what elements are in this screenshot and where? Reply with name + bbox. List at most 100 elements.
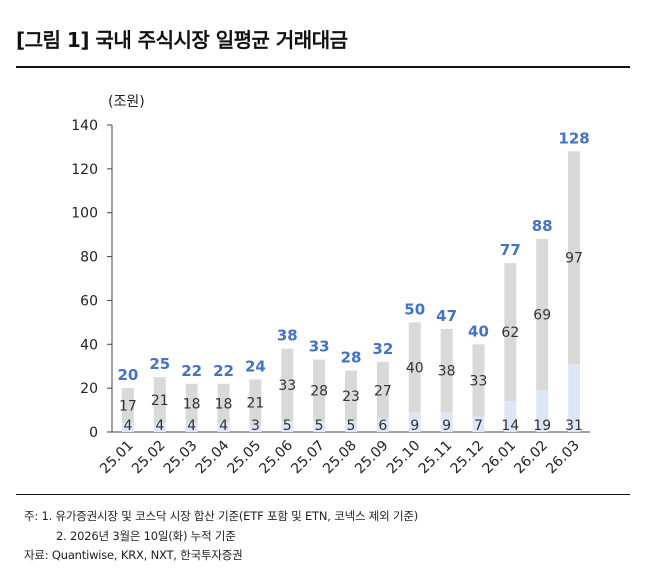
- bar-bottom-value-label: 9: [442, 418, 451, 434]
- x-category-label: 25.04: [193, 437, 233, 477]
- y-tick-label: 140: [71, 118, 98, 134]
- x-category-label: 25.07: [288, 438, 328, 478]
- x-category-label: 25.05: [225, 438, 265, 478]
- bar-total-label: 38: [277, 327, 298, 345]
- bar-total-label: 88: [532, 217, 553, 235]
- x-category-label: 25.03: [161, 438, 201, 478]
- x-category-label: 25.09: [352, 438, 392, 478]
- bar-segment-top: [536, 239, 549, 391]
- bar-bottom-value-label: 5: [283, 418, 292, 434]
- bar-segment-top: [313, 359, 326, 422]
- bar-total-label: 28: [341, 349, 362, 367]
- bar-top-value-label: 18: [183, 396, 201, 412]
- bar-top-value-label: 17: [119, 399, 137, 415]
- bar-segment-bottom: [121, 423, 134, 432]
- bar-bottom-value-label: 9: [410, 418, 419, 434]
- bar-total-label: 128: [558, 129, 589, 147]
- x-category-label: 25.08: [320, 438, 360, 478]
- bar-segment-bottom: [472, 416, 485, 432]
- x-category-label: 26.03: [543, 438, 583, 478]
- bar-top-value-label: 27: [374, 383, 392, 399]
- bar-segment-top: [249, 379, 262, 426]
- bar-segment-bottom: [153, 423, 166, 432]
- y-tick-label: 80: [80, 250, 98, 266]
- bar-segment-bottom: [313, 421, 326, 432]
- y-tick-label: 0: [89, 425, 98, 441]
- chart-title: [그림 1] 국내 주식시장 일평균 거래대금: [16, 28, 348, 52]
- bar-total-label: 77: [500, 241, 521, 259]
- bar-top-value-label: 28: [310, 383, 328, 399]
- x-category-label: 25.12: [448, 438, 488, 478]
- bar-segment-top: [472, 344, 485, 417]
- bar-bottom-value-label: 31: [565, 418, 583, 434]
- x-category-label: 25.11: [416, 438, 456, 478]
- bar-total-label: 22: [213, 362, 234, 380]
- bar-segment-bottom: [376, 418, 389, 432]
- bar-segment-top: [185, 383, 198, 424]
- bar-total-label: 50: [404, 300, 425, 318]
- x-category-label: 25.06: [256, 437, 296, 477]
- bar-segment-bottom: [408, 412, 421, 432]
- bar-total-label: 40: [468, 322, 489, 340]
- bar-bottom-value-label: 4: [123, 418, 132, 434]
- bar-bottom-value-label: 4: [155, 418, 164, 434]
- bar-segment-bottom: [185, 423, 198, 432]
- bar-top-value-label: 21: [246, 395, 264, 411]
- bar-bottom-value-label: 5: [347, 418, 356, 434]
- footer-divider: [16, 494, 630, 495]
- bar-top-value-label: 62: [501, 325, 519, 341]
- bar-segment-top: [408, 322, 421, 413]
- y-tick-label: 40: [80, 337, 98, 353]
- bar-top-value-label: 69: [533, 308, 551, 324]
- bar-segment-top: [568, 151, 581, 365]
- bar-total-label: 47: [436, 307, 457, 325]
- bar-total-label: 33: [309, 338, 330, 356]
- bar-bottom-value-label: 6: [378, 418, 387, 434]
- title-divider: [16, 66, 630, 68]
- y-axis-unit-label: (조원): [108, 94, 145, 110]
- bar-segment-bottom: [440, 412, 453, 432]
- footnote-1: 주: 1. 유가증권시장 및 코스닥 시장 합산 기준(ETF 포함 및 ETN…: [24, 509, 419, 523]
- bar-total-label: 25: [149, 355, 170, 373]
- bar-top-value-label: 23: [342, 389, 360, 405]
- y-tick-label: 60: [80, 293, 98, 309]
- bar-segment-top: [153, 377, 166, 424]
- y-tick-label: 100: [71, 206, 98, 222]
- bar-segment-bottom: [345, 421, 357, 432]
- bar-bottom-value-label: 4: [187, 418, 196, 434]
- bar-top-value-label: 21: [151, 393, 169, 409]
- bar-bottom-value-label: 4: [219, 418, 228, 434]
- bar-segment-bottom: [504, 401, 517, 432]
- bar-bottom-value-label: 5: [315, 418, 324, 434]
- bar-total-label: 20: [117, 366, 138, 384]
- bar-top-value-label: 33: [278, 378, 296, 394]
- bar-top-value-label: 97: [565, 251, 583, 267]
- bar-segment-top: [217, 383, 230, 424]
- bar-top-value-label: 38: [438, 364, 456, 380]
- bar-segment-bottom: [281, 421, 294, 432]
- bar-top-value-label: 33: [470, 373, 488, 389]
- stacked-bar-chart: (조원) 0 20 40 60 80 100 120 140 4 17 20 25.01 4 21 25 25.…: [71, 94, 590, 478]
- bar-total-label: 32: [372, 340, 393, 358]
- bar-total-label: 22: [181, 362, 202, 380]
- bar-segment-top: [345, 370, 357, 422]
- bar-segment-top: [121, 388, 134, 424]
- bar-segment-top: [376, 361, 389, 419]
- bar-segment-bottom: [536, 390, 549, 432]
- bar-bottom-value-label: 19: [533, 418, 551, 434]
- bar-total-label: 24: [245, 357, 266, 375]
- x-category-label: 26.01: [479, 438, 519, 478]
- bar-bottom-value-label: 14: [501, 418, 519, 434]
- x-category-label: 25.02: [129, 438, 169, 478]
- bar-segment-bottom: [568, 364, 581, 432]
- x-category-label: 25.01: [97, 438, 137, 478]
- x-category-label: 25.10: [384, 438, 424, 478]
- bar-top-value-label: 40: [406, 360, 424, 376]
- y-tick-label: 120: [71, 162, 98, 178]
- bar-bottom-value-label: 3: [251, 418, 260, 434]
- bar-segment-top: [440, 328, 453, 413]
- source-note: 자료: Quantiwise, KRX, NXT, 한국투자증권: [24, 548, 243, 562]
- bar-segment-top: [504, 263, 517, 402]
- y-tick-label: 20: [80, 381, 98, 397]
- bar-bottom-value-label: 7: [474, 418, 483, 434]
